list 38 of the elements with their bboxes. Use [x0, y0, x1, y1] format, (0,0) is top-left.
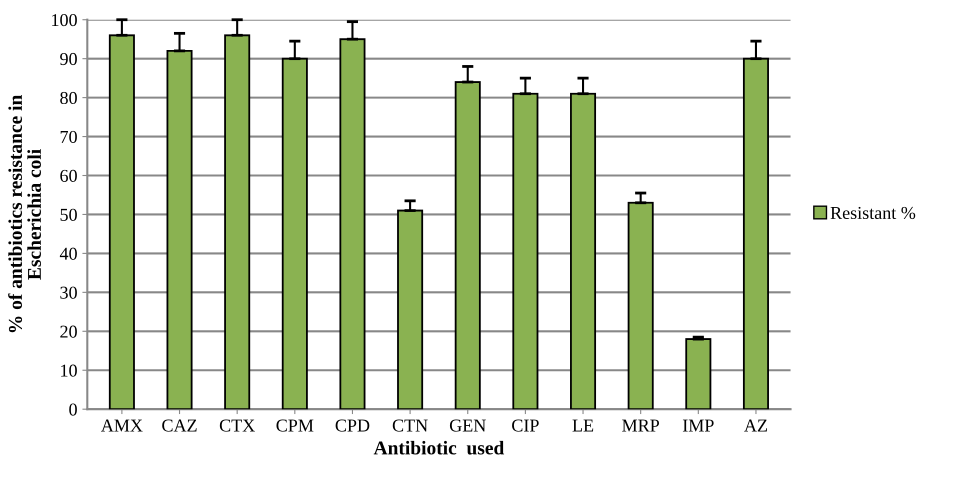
- x-tick-label: CIP: [512, 419, 539, 432]
- x-tick-label: GEN: [450, 419, 486, 432]
- y-tick-label: 10: [61, 364, 77, 377]
- bar: [685, 338, 712, 410]
- bar: [570, 92, 596, 410]
- x-tick-label: LE: [572, 420, 594, 432]
- x-tick-label: CPD: [336, 419, 370, 432]
- y-tick-label: 80: [60, 92, 77, 104]
- legend-label: Resistant %: [830, 206, 916, 220]
- x-tick-label: MRP: [622, 420, 660, 432]
- y-tick-label: 70: [60, 130, 77, 144]
- x-tick-label: CPM: [276, 419, 314, 432]
- y-tick-label: 60: [60, 170, 77, 182]
- bar: [224, 34, 250, 410]
- bar: [512, 92, 538, 410]
- y-tick-label: 40: [60, 248, 77, 260]
- y-tick-label: 90: [60, 52, 77, 66]
- x-tick-label: AMX: [100, 420, 143, 432]
- bar: [742, 58, 769, 410]
- bar: [339, 38, 366, 410]
- y-tick-label: 50: [60, 208, 77, 221]
- bar: [397, 210, 424, 410]
- bar: [454, 81, 481, 410]
- bar: [282, 58, 308, 410]
- bar: [108, 34, 135, 410]
- y-axis-title: % of antibiotics resistance in Escherichia coli: [8, 95, 41, 332]
- x-axis-title: Antibiotic used: [374, 440, 504, 455]
- y-tick-label: 100: [52, 14, 77, 26]
- x-tick-label: CTN: [392, 419, 428, 432]
- x-tick-label: IMP: [682, 420, 714, 432]
- y-tick-label: 30: [60, 286, 77, 299]
- x-tick-label: CAZ: [162, 419, 197, 432]
- bar: [166, 50, 193, 410]
- y-tick-label: 20: [60, 326, 77, 338]
- bar: [628, 202, 654, 410]
- x-tick-label: CTX: [220, 419, 255, 432]
- y-tick-label: 0: [69, 403, 77, 416]
- x-tick-label: AZ: [744, 420, 768, 432]
